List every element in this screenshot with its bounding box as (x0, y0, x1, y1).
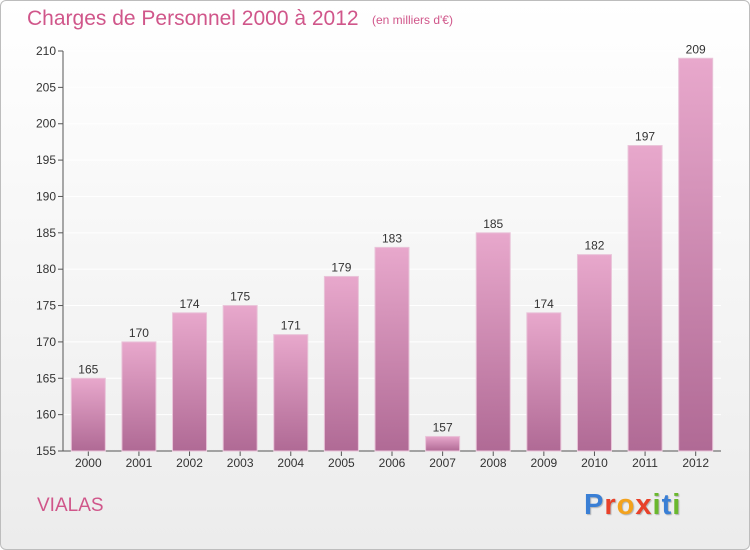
value-label: 165 (78, 362, 98, 376)
y-tick-label: 160 (36, 408, 56, 422)
y-tick-label: 170 (36, 335, 56, 349)
axis-layer: 155 160 165 170 175 180 185 190 195 200 205 210 (36, 44, 721, 458)
bar-2000 (70, 377, 106, 452)
x-tick-label: 2003 (227, 456, 254, 470)
bar-2006 (374, 246, 410, 452)
logo-letter: t (661, 489, 673, 521)
commune-name: VIALAS (37, 495, 104, 516)
label-layer: 2000 165 2001 170 2002 174 2003 175 2004 171 2005 1… (75, 42, 709, 470)
y-tick-label: 200 (36, 117, 56, 131)
value-label: 157 (433, 420, 453, 434)
bar-2005 (323, 275, 359, 452)
y-tick-label: 190 (36, 189, 56, 203)
bar-2002 (172, 312, 208, 452)
bar-2010 (576, 254, 612, 452)
value-label: 174 (180, 297, 200, 311)
chart-subtitle: (en milliers d'€) (372, 13, 453, 27)
x-tick-label: 2004 (277, 456, 304, 470)
x-tick-label: 2001 (126, 456, 153, 470)
bar-2001 (121, 341, 157, 452)
logo-letter: r (604, 489, 617, 521)
value-label: 171 (281, 319, 301, 333)
bar-2004 (273, 334, 309, 452)
value-label: 175 (230, 290, 250, 304)
bar-2003 (222, 305, 258, 452)
value-label: 183 (382, 231, 402, 245)
x-tick-label: 2002 (176, 456, 203, 470)
x-tick-label: 2006 (379, 456, 406, 470)
y-tick-label: 205 (36, 80, 56, 94)
bar-2011 (627, 145, 663, 452)
x-tick-label: 2007 (429, 456, 456, 470)
y-tick-label: 185 (36, 226, 56, 240)
x-tick-label: 2005 (328, 456, 355, 470)
x-tick-label: 2011 (632, 456, 658, 470)
logo-letter: i (672, 489, 682, 521)
value-label: 209 (686, 42, 706, 56)
x-tick-label: 2008 (480, 456, 507, 470)
bar-2008 (475, 232, 511, 452)
value-label: 185 (483, 217, 503, 231)
value-label: 197 (635, 130, 655, 144)
y-tick-label: 155 (36, 444, 56, 458)
y-tick-label: 180 (36, 262, 56, 276)
y-tick-label: 195 (36, 153, 56, 167)
x-tick-label: 2000 (75, 456, 102, 470)
y-tick-label: 175 (36, 299, 56, 313)
value-label: 174 (534, 297, 554, 311)
x-tick-label: 2009 (530, 456, 557, 470)
logo-letter: P (584, 489, 605, 521)
value-label: 170 (129, 326, 149, 340)
y-tick-label: 210 (36, 44, 56, 58)
bar-2007 (425, 435, 461, 452)
y-tick-label: 165 (36, 371, 56, 385)
bar-layer (70, 57, 714, 452)
logo-letter: i (652, 489, 662, 521)
chart-title: Charges de Personnel 2000 à 2012 (27, 7, 359, 30)
bar-2012 (678, 57, 714, 452)
x-tick-label: 2012 (682, 456, 709, 470)
bar-2009 (526, 312, 562, 452)
value-label: 182 (584, 239, 604, 253)
x-tick-label: 2010 (581, 456, 608, 470)
logo-letter: o (616, 489, 636, 521)
proxiti-logo[interactable]: Proxiti (584, 489, 681, 522)
logo-letter: x (635, 489, 653, 521)
value-label: 179 (331, 260, 351, 274)
